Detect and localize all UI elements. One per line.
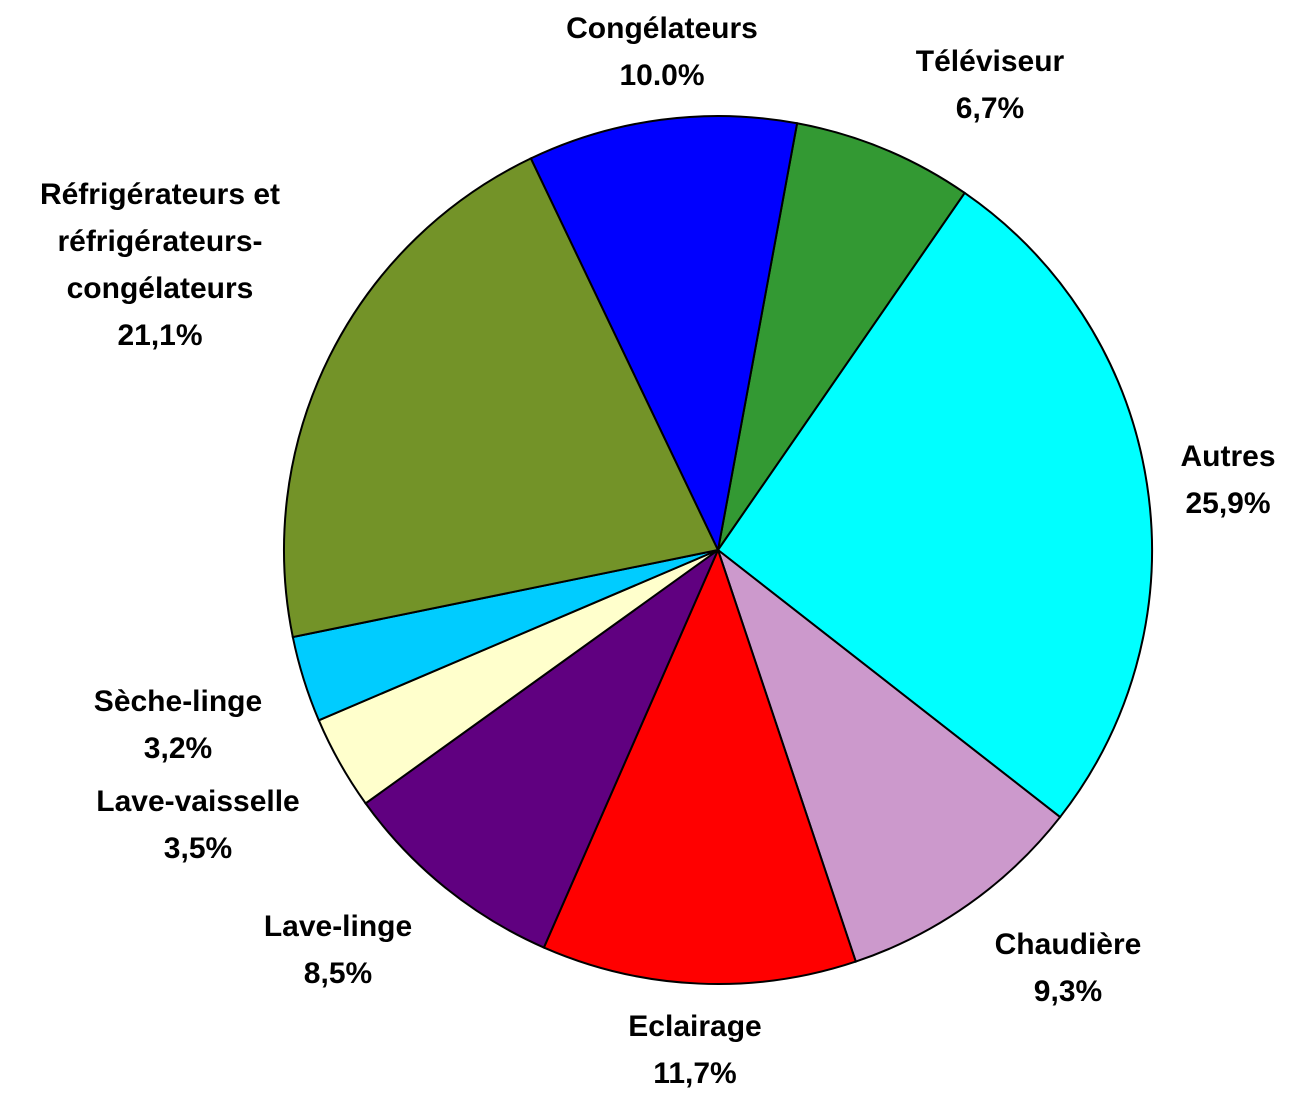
slice-value: 6,7% [955, 92, 1025, 125]
slice-name: Congélateurs [566, 12, 758, 45]
slice-label: Téléviseur 6,7% [916, 38, 1064, 132]
slice-value: 3,5% [163, 832, 233, 865]
slice-label: Lave-linge 8,5% [264, 903, 412, 997]
slice-name: Eclairage [628, 1010, 762, 1043]
slice-label: Congélateurs 10.0% [566, 5, 758, 99]
slice-value: 11,7% [653, 1057, 737, 1090]
slice-name: Autres [1180, 440, 1276, 473]
slice-value: 3,2% [143, 732, 213, 765]
slice-value: 10.0% [619, 59, 705, 92]
slice-value: 21,1% [117, 319, 203, 352]
slice-label: Chaudière 9,3% [995, 921, 1142, 1015]
slice-name: Réfrigérateurs et réfrigérateurs-congéla… [39, 178, 281, 305]
pie-slice [283, 157, 720, 639]
slice-name: Lave-vaisselle [96, 785, 300, 818]
slice-value: 9,3% [1033, 975, 1103, 1008]
pie-slice [716, 191, 1153, 819]
pie-slice [715, 547, 1062, 963]
pie-slice [542, 547, 858, 985]
slice-name: Chaudière [994, 928, 1142, 961]
slice-name: Téléviseur [915, 45, 1065, 78]
slice-label: Réfrigérateurs et réfrigérateurs-congéla… [5, 171, 315, 359]
slice-value: 8,5% [303, 957, 373, 990]
pie-slice [364, 547, 721, 949]
slice-label: Eclairage 11,7% [628, 1003, 761, 1097]
pie-slice [529, 115, 799, 554]
slice-label: Autres 25,9% [1180, 433, 1275, 527]
slice-name: Lave-linge [263, 910, 413, 943]
slice-label: Sèche-linge 3,2% [94, 678, 262, 772]
pie-slice [717, 122, 967, 551]
slice-value: 25,9% [1185, 487, 1271, 520]
slice-label: Lave-vaisselle 3,5% [96, 778, 299, 872]
slice-name: Sèche-linge [93, 685, 263, 718]
